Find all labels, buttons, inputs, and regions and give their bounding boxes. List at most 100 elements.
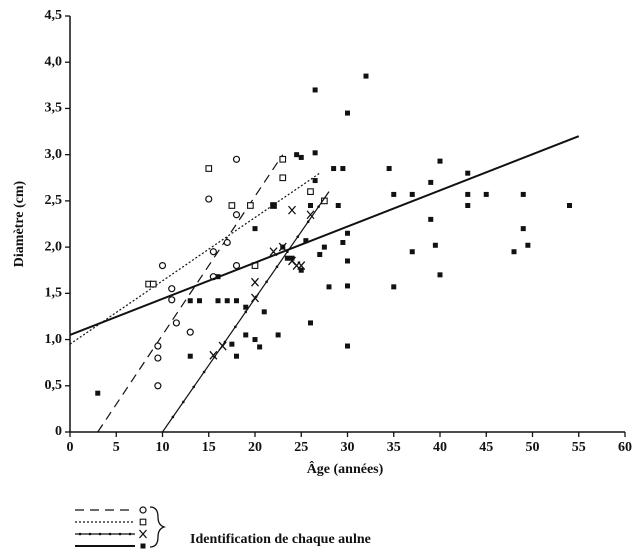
x-tick-label: 35 [387,440,401,455]
point [331,166,337,172]
x-tick-label: 25 [294,440,308,455]
point [308,203,313,209]
point [223,238,231,247]
legend-brace [149,506,167,548]
point [345,343,350,349]
point [257,344,263,350]
point [340,166,346,172]
point [465,203,471,209]
point [345,230,350,236]
x-tick-label: 55 [572,440,586,455]
point [284,255,290,261]
cross-stroke [218,341,227,351]
x-tick-label: 60 [618,440,632,455]
point [437,158,443,164]
point [197,298,202,304]
cross-stroke [139,529,147,539]
point [326,284,332,290]
point [218,341,227,351]
point [215,274,221,280]
cross-stroke [306,210,315,220]
point [345,283,350,289]
y-tick-label: 2,5 [45,193,63,208]
y-tick-label: 0,5 [45,378,63,393]
y-tick-label: 3,0 [45,147,63,162]
point [172,319,180,327]
x-tick-label: 20 [248,440,262,455]
point [391,284,397,290]
cross-stroke [251,277,259,287]
point [149,280,157,288]
cross-stroke [251,293,259,303]
point [215,298,221,304]
y-tick-label: 2,0 [45,239,63,254]
point [312,178,318,184]
line-dot [244,310,248,314]
line-dot [192,385,196,389]
legend-marker [140,543,146,549]
legend-marker [139,518,147,526]
point [483,191,489,197]
point [261,309,267,315]
fit-line [69,172,321,345]
point [335,203,341,209]
point [234,298,239,304]
point [345,258,350,264]
point [229,341,235,347]
point [252,337,258,343]
line-dot [171,415,175,419]
legend-dot [98,532,102,536]
point [205,165,213,172]
legend-label: Identification de chaque aulne [190,532,371,547]
point [289,255,295,261]
legend-dot [128,532,132,536]
x-tick-label: 30 [341,440,355,455]
line-dot [234,325,237,329]
y-tick-label: 1,5 [45,286,63,301]
point [205,195,213,203]
point [303,238,309,244]
point [243,332,249,338]
point [428,179,434,185]
x-tick-label: 50 [526,440,540,455]
point [154,342,162,350]
x-tick-label: 15 [202,440,216,455]
point [186,328,194,336]
point [243,304,249,310]
point [209,350,218,360]
legend-dot [108,532,112,536]
point [168,285,176,293]
point [252,226,258,232]
point [312,87,318,93]
x-axis-title: Âge (années) [307,460,384,477]
point [232,155,241,163]
point [168,296,176,304]
point [432,242,438,248]
point [158,262,167,270]
point [187,353,193,359]
point [232,262,241,270]
point [294,152,300,158]
legend-marker [139,529,147,539]
line-dot [275,265,279,269]
line-dot [317,205,320,208]
y-tick-label: 4,5 [45,8,63,23]
point [465,170,471,176]
point [340,239,346,245]
point [247,202,254,209]
point [280,244,286,250]
y-tick-label: 3,5 [45,101,63,116]
point [154,382,162,390]
point [187,298,193,304]
y-tick-label: 4,0 [45,54,63,69]
point [386,166,392,172]
point [95,390,101,396]
point [345,110,350,116]
point [307,188,314,195]
point [409,249,415,255]
point [437,272,443,278]
y-axis-title: Diamètre (cm) [12,180,27,267]
point [298,154,304,160]
point [567,203,572,209]
